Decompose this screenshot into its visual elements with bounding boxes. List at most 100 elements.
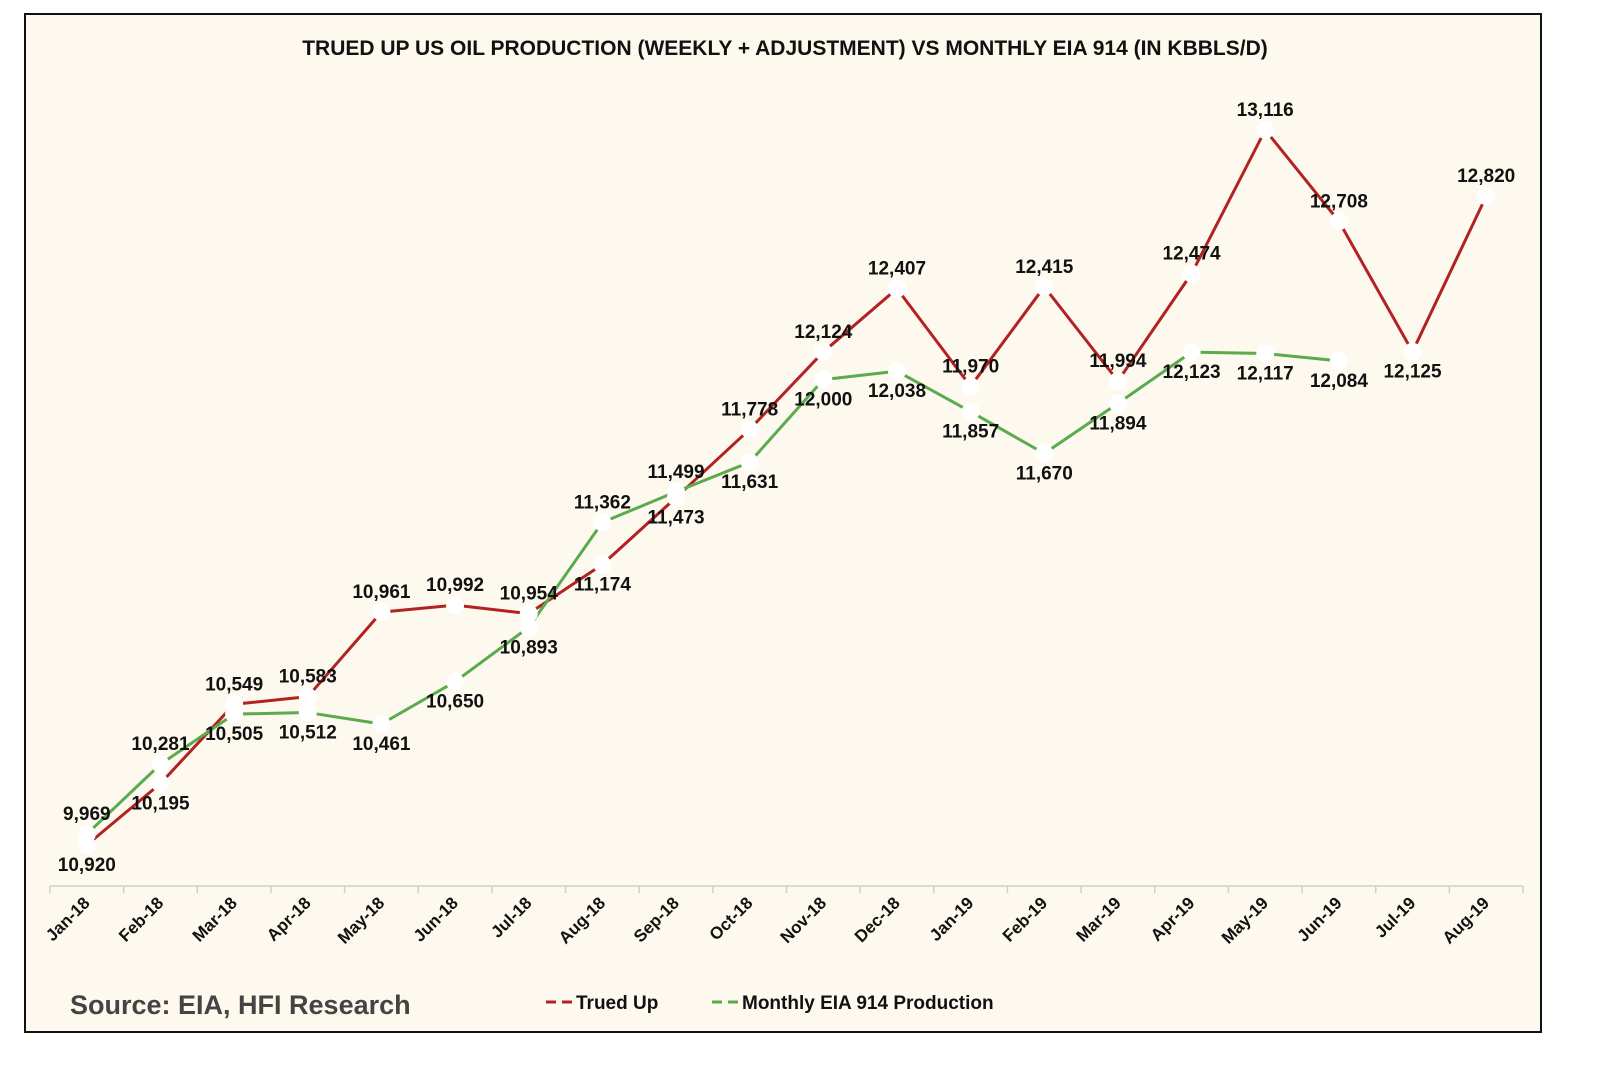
- data-label: 10,281: [131, 734, 190, 755]
- data-label: 12,000: [794, 390, 852, 411]
- data-label: 10,954: [500, 584, 559, 605]
- x-tick-label: Jan-18: [42, 893, 94, 945]
- legend: Trued Up Monthly EIA 914 Production: [546, 993, 994, 1014]
- x-tick-label: May-18: [334, 893, 388, 947]
- data-label: 11,362: [574, 492, 631, 513]
- data-point: [887, 362, 906, 381]
- x-tick-label: Jul-19: [1371, 893, 1419, 941]
- data-point: [887, 279, 906, 298]
- data-label: 9,969: [63, 804, 111, 825]
- data-label: 11,174: [574, 574, 631, 595]
- x-tick-label: Sep-18: [630, 893, 683, 946]
- data-point: [740, 453, 759, 472]
- chart-svg: TRUED UP US OIL PRODUCTION (WEEKLY + ADJ…: [42, 37, 1524, 1020]
- data-point: [1329, 351, 1348, 370]
- data-point: [1256, 344, 1275, 363]
- x-tick-label: May-19: [1218, 893, 1272, 947]
- data-label: 12,708: [1310, 191, 1368, 212]
- data-point: [667, 482, 686, 501]
- data-label: 10,505: [205, 724, 264, 745]
- data-point: [372, 603, 391, 622]
- data-point: [814, 342, 833, 361]
- data-point: [593, 513, 612, 532]
- x-axis: Jan-18 Feb-18 Mar-18 Apr-18 May-18 Jun-18 Jul-…: [42, 885, 1524, 948]
- data-point: [519, 618, 538, 637]
- x-tick-label: Jun-18: [410, 893, 462, 945]
- data-point: [1182, 264, 1201, 283]
- data-point: [1035, 444, 1054, 463]
- x-tick-label: Jun-19: [1294, 893, 1346, 945]
- data-labels: 10,920 10,195 10,549 10,583 10,961 10,992 10,9…: [58, 100, 1515, 876]
- x-tick-label: Aug-18: [555, 893, 609, 947]
- data-label: 12,415: [1015, 257, 1074, 278]
- series-line-trued-up: [85, 128, 1488, 847]
- x-tick-label: Jul-18: [487, 893, 535, 941]
- data-label: 12,123: [1163, 362, 1221, 383]
- legend-label: Trued Up: [576, 993, 658, 1014]
- data-label: 11,631: [721, 472, 778, 493]
- data-point: [151, 755, 170, 774]
- data-label: 12,117: [1237, 363, 1294, 384]
- data-label: 12,038: [868, 381, 926, 402]
- data-label: 12,820: [1457, 166, 1515, 187]
- data-point: [1108, 372, 1127, 391]
- data-label: 10,583: [279, 667, 337, 688]
- series-line-eia-914: [85, 350, 1340, 836]
- data-label: 10,961: [352, 582, 411, 603]
- data-label: 12,407: [868, 259, 926, 280]
- data-point: [151, 774, 170, 793]
- x-tick-label: Nov-18: [777, 893, 831, 947]
- data-point: [519, 604, 538, 623]
- data-label: 12,125: [1383, 362, 1442, 383]
- x-tick-label: Dec-18: [851, 893, 904, 946]
- data-point: [1329, 212, 1348, 231]
- data-label: 10,549: [205, 674, 263, 695]
- data-label: 11,994: [1089, 351, 1146, 372]
- data-point: [593, 555, 612, 574]
- x-tick-label: Jan-19: [926, 893, 978, 945]
- x-tick-label: Apr-19: [1147, 893, 1199, 945]
- data-point: [77, 825, 96, 844]
- data-label: 10,512: [279, 723, 337, 744]
- x-tick-label: Mar-19: [1073, 893, 1125, 945]
- data-point: [814, 370, 833, 389]
- data-label: 10,461: [352, 734, 411, 755]
- data-label: 11,499: [647, 462, 704, 483]
- data-label: 11,473: [647, 508, 704, 529]
- data-point: [446, 672, 465, 691]
- x-tick-label: Apr-18: [263, 893, 315, 945]
- x-tick-label: Mar-18: [189, 893, 241, 945]
- data-label: 10,650: [426, 692, 484, 713]
- data-label: 13,116: [1237, 100, 1294, 121]
- data-label: 12,124: [794, 322, 853, 343]
- data-point: [1035, 277, 1054, 296]
- data-point: [961, 377, 980, 396]
- data-point: [1256, 121, 1275, 139]
- data-point: [298, 703, 317, 722]
- data-point: [372, 714, 391, 733]
- data-point: [1182, 343, 1201, 362]
- data-label: 10,992: [426, 575, 484, 596]
- data-label: 10,893: [500, 637, 558, 658]
- data-point: [1403, 342, 1422, 361]
- data-label: 11,857: [942, 422, 999, 443]
- chart-frame: TRUED UP US OIL PRODUCTION (WEEKLY + ADJ…: [24, 13, 1542, 1033]
- data-label: 11,970: [942, 356, 999, 377]
- data-label: 10,195: [131, 793, 190, 814]
- data-point: [225, 705, 244, 724]
- source-note: Source: EIA, HFI Research: [70, 990, 411, 1020]
- x-tick-label: Aug-19: [1439, 893, 1493, 947]
- data-point: [298, 687, 317, 706]
- x-tick-label: Feb-18: [115, 893, 167, 945]
- data-label: 12,084: [1310, 371, 1369, 392]
- data-point: [961, 402, 980, 421]
- data-label: 12,474: [1163, 244, 1222, 265]
- chart-title: TRUED UP US OIL PRODUCTION (WEEKLY + ADJ…: [302, 37, 1268, 60]
- data-label: 10,920: [58, 855, 116, 876]
- data-label: 11,778: [721, 399, 778, 420]
- data-point: [740, 420, 759, 439]
- x-tick-label: Feb-19: [999, 893, 1051, 945]
- data-point: [1477, 187, 1496, 206]
- legend-label: Monthly EIA 914 Production: [742, 993, 994, 1014]
- data-point: [446, 596, 465, 615]
